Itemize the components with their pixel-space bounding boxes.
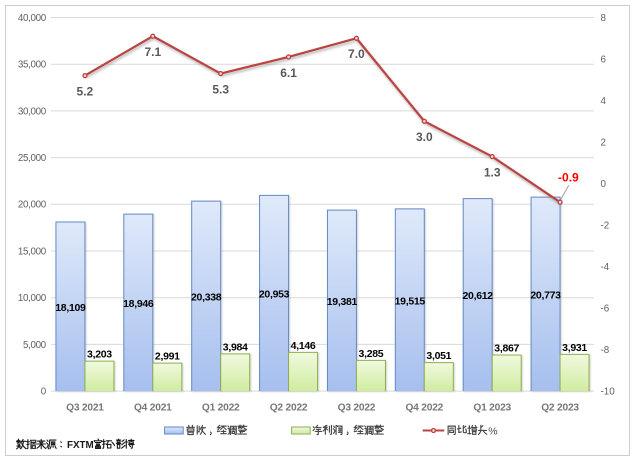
- svg-text:25,000: 25,000: [18, 153, 47, 164]
- svg-text:-2: -2: [601, 220, 610, 231]
- svg-text:5.2: 5.2: [77, 85, 94, 99]
- svg-text:Q3 2022: Q3 2022: [338, 403, 376, 414]
- svg-text:3,867: 3,867: [494, 342, 519, 354]
- svg-text:7.0: 7.0: [348, 47, 365, 61]
- svg-text:19,515: 19,515: [395, 295, 426, 307]
- svg-text:%: %: [488, 426, 497, 438]
- svg-text:3,931: 3,931: [562, 342, 587, 354]
- svg-text:2: 2: [601, 137, 606, 148]
- svg-text:2,991: 2,991: [155, 351, 180, 363]
- svg-text:FXTM: FXTM: [67, 440, 94, 451]
- svg-text:0: 0: [41, 387, 47, 398]
- svg-text:8: 8: [601, 13, 607, 24]
- svg-text:Q4 2022: Q4 2022: [405, 403, 443, 414]
- svg-text:40,000: 40,000: [18, 13, 47, 24]
- svg-text:10,000: 10,000: [18, 293, 47, 304]
- svg-text:6: 6: [601, 54, 607, 65]
- svg-text:5.3: 5.3: [212, 83, 229, 97]
- svg-text:Q3 2021: Q3 2021: [66, 403, 104, 414]
- svg-text:20,953: 20,953: [259, 289, 290, 301]
- svg-text:-6: -6: [601, 303, 610, 314]
- svg-text:3.0: 3.0: [416, 130, 433, 144]
- svg-text:20,612: 20,612: [463, 290, 494, 302]
- svg-text:4,146: 4,146: [291, 340, 316, 352]
- svg-text:20,000: 20,000: [18, 200, 47, 211]
- svg-text:-4: -4: [601, 262, 610, 273]
- svg-text:30,000: 30,000: [18, 106, 47, 117]
- svg-text:20,338: 20,338: [191, 292, 222, 304]
- svg-text:Q2 2023: Q2 2023: [541, 403, 579, 414]
- svg-text:3,051: 3,051: [426, 350, 451, 362]
- svg-text:-10: -10: [601, 386, 616, 397]
- svg-text:7.1: 7.1: [144, 45, 161, 59]
- svg-text:4: 4: [601, 96, 607, 107]
- svg-text:-8: -8: [601, 345, 610, 356]
- svg-text:3,203: 3,203: [87, 349, 112, 361]
- svg-text:19,381: 19,381: [327, 296, 358, 308]
- svg-text:15,000: 15,000: [18, 246, 47, 257]
- svg-text:Q1 2023: Q1 2023: [473, 403, 511, 414]
- svg-text:0: 0: [601, 179, 607, 190]
- svg-text:5,000: 5,000: [23, 340, 47, 351]
- svg-text:3,285: 3,285: [359, 348, 384, 360]
- svg-text:35,000: 35,000: [18, 60, 47, 71]
- svg-text:20,773: 20,773: [530, 289, 561, 301]
- svg-text:18,109: 18,109: [55, 302, 86, 314]
- svg-text:Q1 2022: Q1 2022: [202, 403, 240, 414]
- svg-text:-0.9: -0.9: [558, 171, 579, 185]
- svg-text:6.1: 6.1: [280, 66, 297, 80]
- svg-text:Q4 2021: Q4 2021: [134, 403, 172, 414]
- svg-text:18,946: 18,946: [123, 298, 154, 310]
- svg-text:1.3: 1.3: [484, 166, 501, 180]
- svg-text:Q2 2022: Q2 2022: [270, 403, 308, 414]
- svg-text:3,984: 3,984: [223, 341, 248, 353]
